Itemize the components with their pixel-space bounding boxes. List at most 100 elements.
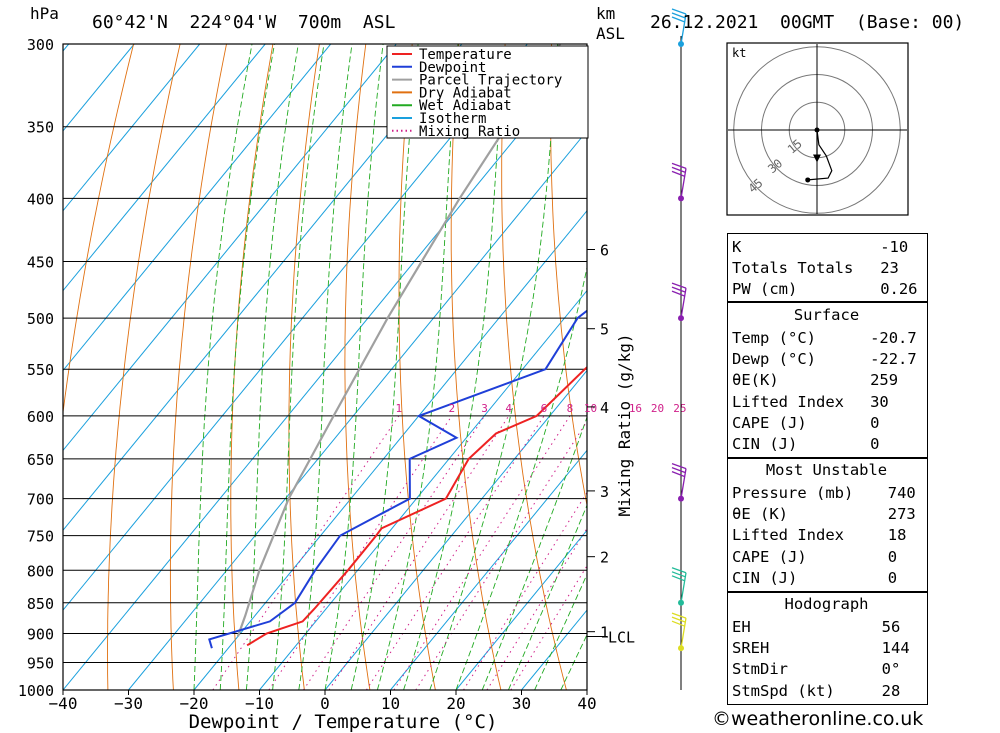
- isotherm-line: [63, 44, 332, 372]
- index-row: CAPE (J) 0: [728, 546, 926, 567]
- index-row: Lifted Index 30: [728, 391, 926, 412]
- wind-barb-flag: [671, 571, 686, 578]
- pressure-tick-label: 500: [27, 310, 54, 328]
- indices-unstable: Pressure (mb) 740 θE (K) 273 Lifted Index 18 C…: [728, 482, 926, 588]
- legend-box: [386, 45, 589, 139]
- x-axis-label: Dewpoint / Temperature (°C): [189, 711, 498, 733]
- wind-barb-flag: [671, 12, 686, 19]
- wind-barb-flag: [671, 16, 686, 23]
- dry-adiabat-line: [970, 44, 1000, 690]
- wet-adiabat-line: [455, 265, 587, 690]
- mixing-ratio-axis-label: Mixing Ratio (g/kg): [615, 333, 634, 516]
- mixing-ratio-label: 10: [584, 402, 597, 415]
- legend-label: Isotherm: [419, 111, 486, 127]
- index-label: Dewp (°C): [732, 349, 816, 368]
- index-value: 18: [887, 526, 907, 545]
- wet-adiabat-line: [324, 44, 384, 690]
- index-label: Totals Totals: [732, 258, 854, 277]
- index-value: 28: [881, 681, 901, 700]
- index-value: 144: [881, 638, 910, 657]
- index-row: K -10: [728, 236, 926, 257]
- profile-lines: [208, 44, 587, 649]
- temperature-line: [246, 365, 587, 647]
- indices-box-hodograph: [727, 591, 928, 705]
- wind-barb-flag: [671, 166, 686, 173]
- surface-title: Surface: [793, 306, 860, 324]
- isotherm-line: [63, 44, 135, 132]
- index-row: CIN (J) 0: [728, 433, 926, 454]
- wet-adiabat-line: [481, 415, 587, 690]
- legend-label: Temperature: [419, 47, 512, 63]
- wind-barb-flag: [671, 8, 687, 15]
- index-value: -20.7: [870, 328, 917, 347]
- dry-adiabat-line: [169, 44, 227, 690]
- temperature-tick-label: −30: [114, 694, 143, 713]
- index-row: Totals Totals 23: [728, 257, 926, 278]
- wind-barb-flag: [671, 612, 687, 619]
- indices-box-unstable: [727, 457, 928, 593]
- parcel-trajectory-line: [236, 44, 561, 637]
- datetime-title: 26.12.2021 00GMT (Base: 00): [650, 12, 965, 33]
- index-value: 0: [870, 435, 880, 454]
- mixing-ratio-label: 25: [673, 402, 686, 415]
- km-tick-label: 3: [600, 483, 609, 501]
- km-tick-label: 1: [600, 624, 609, 642]
- index-row: CAPE (J) 0: [728, 412, 926, 433]
- dry-adiabat-line: [288, 44, 320, 690]
- unstable-title: Most Unstable: [765, 461, 888, 479]
- pressure-tick-label: 650: [27, 451, 54, 469]
- index-label: θE(K): [732, 371, 779, 390]
- wind-barb-staff: [680, 168, 687, 199]
- index-label: CAPE (J): [732, 547, 807, 566]
- wind-barb-flag: [671, 467, 686, 474]
- mixing-ratio-line: [212, 415, 400, 690]
- dry-adiabat-line: [923, 44, 1000, 690]
- pressure-tick-label: 300: [27, 36, 54, 54]
- wet-adiabat-line: [193, 44, 253, 690]
- mixing-ratio-label: 20: [651, 402, 664, 415]
- index-value: 0: [887, 547, 898, 566]
- mixing-ratio-line: [393, 415, 571, 690]
- wind-barb-staff: [680, 468, 687, 499]
- copyright-link[interactable]: ©weatheronline.co.uk: [712, 708, 924, 730]
- wind-barb-flag: [671, 282, 687, 289]
- storm-motion-arrowhead: [813, 154, 821, 163]
- index-value: 740: [887, 483, 916, 502]
- wind-barb-flag: [671, 471, 686, 478]
- temperature-tick-label: −10: [245, 694, 274, 713]
- isotherm-line: [455, 529, 587, 690]
- legend-label: Wet Adiabat: [419, 98, 512, 114]
- hodograph-end-dot: [805, 177, 811, 183]
- wind-barb-staff: [680, 287, 687, 319]
- hodograph-unit-label: kt: [732, 46, 746, 60]
- index-label: CAPE (J): [732, 413, 807, 432]
- index-row: Temp (°C) -20.7: [728, 327, 926, 348]
- wind-barb-flag: [671, 620, 686, 627]
- legend-label: Dewpoint: [419, 60, 486, 76]
- mixing-ratio-label: 8: [567, 402, 574, 415]
- legend-label: Mixing Ratio: [419, 124, 520, 140]
- pressure-tick-label: 900: [27, 625, 54, 643]
- index-label: Lifted Index: [732, 392, 844, 411]
- pressure-tick-label: 1000: [18, 682, 54, 700]
- index-row: SREH 144: [728, 637, 926, 658]
- wind-barb-flag: [671, 616, 686, 623]
- mixing-ratio-label: 2: [448, 402, 455, 415]
- isotherm-line: [324, 369, 587, 690]
- index-label: Lifted Index: [732, 526, 844, 545]
- dry-adiabat-line: [501, 44, 567, 690]
- isotherm-line: [63, 50, 587, 690]
- hpa-unit: hPa: [30, 4, 59, 23]
- index-label: StmDir: [732, 660, 788, 679]
- pressure-tick-label: 450: [27, 254, 54, 272]
- legend-label: Parcel Trajectory: [419, 73, 562, 89]
- dry-adiabat-line: [63, 44, 135, 416]
- mixing-ratio-line: [328, 415, 510, 690]
- km-tick-label: 6: [600, 241, 609, 259]
- pressure-tick-label: 550: [27, 361, 54, 379]
- wind-barb-flag: [671, 162, 687, 169]
- index-value: 0.26: [880, 280, 918, 299]
- dry-adiabat-line: [107, 44, 181, 690]
